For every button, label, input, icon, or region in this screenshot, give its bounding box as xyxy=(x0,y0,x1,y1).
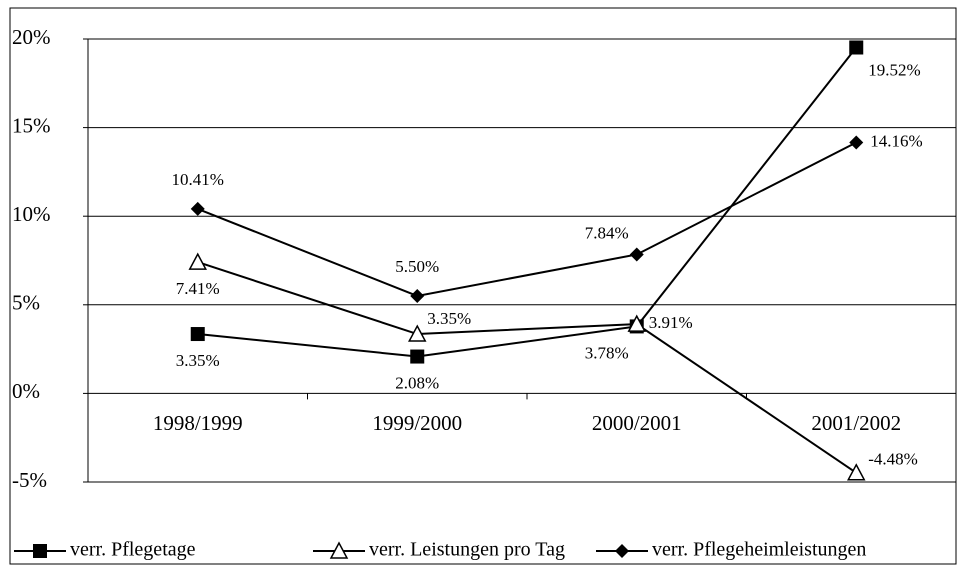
legend-label: verr. Pflegetage xyxy=(70,539,196,561)
marker xyxy=(190,201,205,216)
x-tick-label: 1999/2000 xyxy=(372,411,462,435)
marker xyxy=(627,314,646,332)
marker xyxy=(629,247,644,262)
y-tick-label: 20% xyxy=(12,25,51,49)
value-label: 19.52% xyxy=(868,60,920,79)
marker xyxy=(410,288,425,303)
line xyxy=(197,46,858,358)
marker xyxy=(849,40,864,55)
value-label: -4.48% xyxy=(868,450,918,469)
value-label: 7.41% xyxy=(176,279,220,298)
value-label: 14.16% xyxy=(870,131,922,150)
marker xyxy=(188,252,208,270)
marker xyxy=(849,135,864,150)
x-tick-label: 1998/1999 xyxy=(153,411,243,435)
value-label: 7.84% xyxy=(585,223,629,242)
value-label: 2.08% xyxy=(395,373,439,392)
value-label: 3.35% xyxy=(176,351,220,370)
value-label: 5.50% xyxy=(395,257,439,276)
marker xyxy=(847,463,866,481)
x-tick-label: 2001/2002 xyxy=(811,411,901,435)
legend-label: verr. Pflegeheimleistungen xyxy=(652,539,866,561)
y-tick-label: 15% xyxy=(12,113,51,137)
x-tick-label: 2000/2001 xyxy=(592,411,682,435)
line xyxy=(197,261,857,474)
value-label: 3.78% xyxy=(585,343,629,362)
legend-marker xyxy=(329,541,349,559)
y-tick-label: 5% xyxy=(12,291,40,315)
value-label: 3.91% xyxy=(649,313,693,332)
marker xyxy=(410,349,425,364)
chart-frame xyxy=(9,7,957,565)
y-tick-label: 10% xyxy=(12,202,51,226)
value-label: 3.35% xyxy=(427,309,471,328)
y-tick-label: -5% xyxy=(12,468,47,492)
y-tick-label: 0% xyxy=(12,379,40,403)
legend-marker xyxy=(33,544,47,558)
legend-label: verr. Leistungen pro Tag xyxy=(369,539,565,561)
value-label: 10.41% xyxy=(172,170,224,189)
marker xyxy=(190,327,205,342)
line xyxy=(197,141,857,297)
marker xyxy=(408,324,427,342)
legend-marker xyxy=(615,544,629,558)
